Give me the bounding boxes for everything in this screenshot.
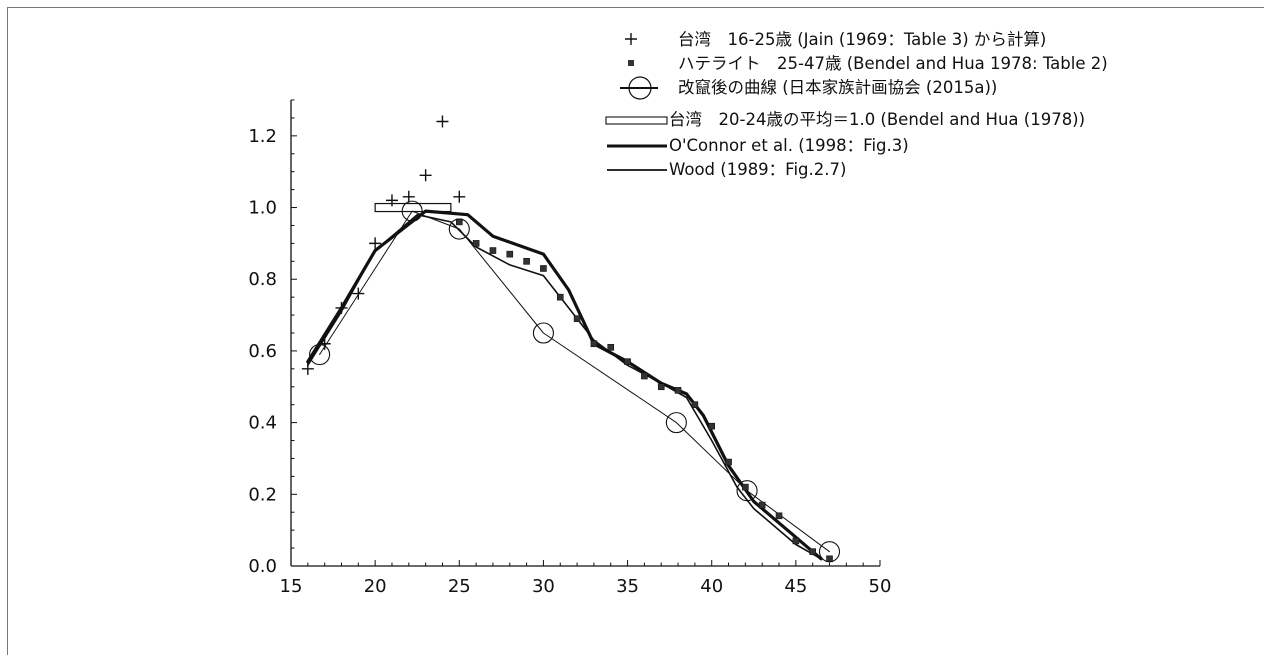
- y-tick-label: 0.4: [248, 413, 277, 434]
- hutterite-point: [725, 458, 732, 466]
- taiwan-jain-point: [419, 169, 432, 182]
- hutterite-point: [775, 512, 783, 520]
- y-tick-label: 0.6: [248, 341, 277, 362]
- x-tick-label: 40: [700, 576, 723, 597]
- falsified-point: [309, 343, 331, 366]
- hutterite-point: [590, 340, 598, 348]
- hutterite-point: [742, 483, 749, 491]
- legend-label: O'Connor et al. (1998：Fig.3): [669, 136, 909, 155]
- falsified-point: [665, 412, 687, 434]
- hutterite-point: [691, 401, 699, 408]
- falsified-point: [532, 322, 554, 344]
- wood-curve: [307, 213, 822, 560]
- average-bar: [374, 202, 452, 213]
- legend-label: Wood (1989：Fig.2.7): [669, 160, 846, 179]
- hutterite-point: [506, 250, 514, 258]
- hutterite-point: [758, 501, 766, 509]
- x-tick-label: 15: [280, 576, 303, 597]
- taiwan-jain-point: [385, 194, 398, 207]
- legend: 台湾 16-25歳 (Jain (1969：Table 3) から計算) ハテライ…: [605, 30, 1108, 179]
- legend-circle-symbol: [628, 76, 652, 100]
- hutterite-point: [809, 548, 816, 555]
- hutterite-point: [624, 358, 631, 365]
- y-tick-label: 0.2: [248, 484, 277, 505]
- axes: 15 20 25 30 35 40 45 50 0.0 0.2 0.4 0.6 0.8 1.0 1.2: [248, 99, 892, 597]
- x-tick-label: 20: [364, 576, 387, 597]
- hutterite-point: [489, 247, 497, 254]
- hutterite-point: [540, 265, 547, 272]
- y-tick-label: 1.0: [248, 198, 277, 219]
- falsified-point: [448, 218, 470, 240]
- plot-area: [301, 115, 841, 563]
- taiwan-jain-point: [436, 115, 449, 128]
- falsified-point: [736, 480, 758, 502]
- legend-rect-symbol: [605, 116, 668, 125]
- hutterite-point: [573, 315, 581, 322]
- taiwan-jain-point: [352, 287, 365, 300]
- hutterite-point: [472, 240, 480, 247]
- legend-square-symbol: [628, 60, 634, 66]
- taiwan-jain-point: [301, 362, 314, 375]
- hutterite-point: [792, 537, 800, 545]
- hutterite-point: [556, 293, 564, 301]
- x-tick-label: 35: [616, 576, 639, 597]
- legend-label: 台湾 16-25歳 (Jain (1969：Table 3) から計算): [678, 30, 1046, 49]
- hutterite-point: [657, 383, 665, 391]
- taiwan-jain-point: [318, 337, 331, 350]
- taiwan-jain-point: [369, 237, 382, 250]
- falsified-point: [818, 541, 841, 563]
- x-tick-label: 30: [532, 576, 555, 597]
- hutterite-point: [641, 372, 648, 380]
- taiwan-jain-point: [453, 190, 466, 203]
- legend-label: 改竄後の曲線 (日本家族計画協会 (2015a)): [678, 78, 997, 97]
- hutterite-point: [708, 422, 716, 430]
- legend-label: ハテライト 25-47歳 (Bendel and Hua 1978: Table…: [678, 54, 1108, 73]
- falsified-curve: [319, 210, 830, 553]
- taiwan-jain-point: [402, 190, 415, 203]
- x-tick-label: 50: [869, 576, 892, 597]
- x-tick-label: 45: [784, 576, 807, 597]
- hutterite-point: [607, 344, 615, 351]
- legend-plus-symbol: [625, 33, 637, 45]
- legend-label: 台湾 20-24歳の平均＝1.0 (Bendel and Hua (1978)): [669, 110, 1085, 129]
- oconnor-curve: [306, 209, 823, 561]
- x-tick-label: 25: [448, 576, 471, 597]
- y-tick-label: 1.2: [248, 126, 277, 147]
- figure-frame: [7, 7, 1264, 655]
- hutterite-point: [674, 387, 682, 394]
- y-tick-label: 0.8: [248, 269, 277, 290]
- hutterite-point: [523, 258, 530, 265]
- falsified-point: [401, 200, 423, 222]
- y-tick-label: 0.0: [248, 556, 277, 577]
- taiwan-jain-point: [335, 301, 348, 314]
